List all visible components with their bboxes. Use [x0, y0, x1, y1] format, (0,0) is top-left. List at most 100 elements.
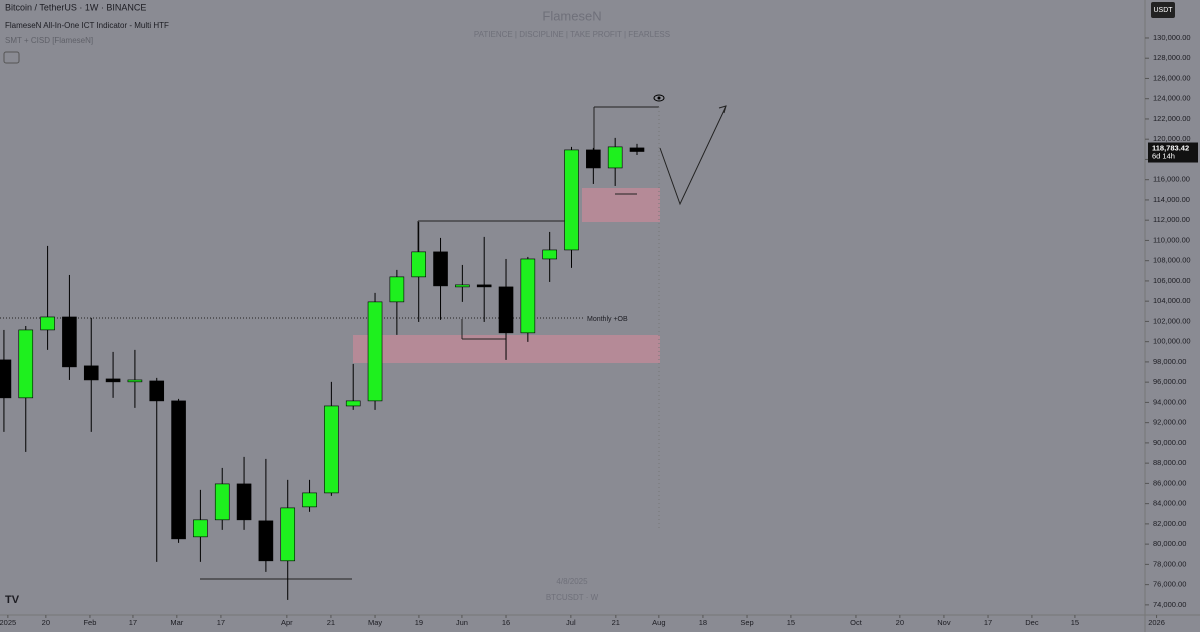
- y-tick-label: 84,000.00: [1153, 499, 1186, 508]
- currency: USDT: [1153, 7, 1173, 14]
- candle-body: [18, 329, 34, 399]
- x-tick-label: Sep: [740, 618, 753, 627]
- candle-body: [476, 284, 492, 288]
- candle-body: [411, 251, 427, 278]
- y-tick-label: 104,000.00: [1153, 296, 1191, 305]
- x-tick-label: Oct: [850, 618, 863, 627]
- annotation: Monthly +OB: [587, 316, 628, 323]
- y-tick-label: 96,000.00: [1153, 377, 1186, 386]
- candle-body: [345, 400, 361, 407]
- candle-body: [236, 483, 252, 521]
- y-tick-label: 82,000.00: [1153, 519, 1186, 528]
- price-label: 118,783.42: [1152, 143, 1189, 152]
- candle-body: [389, 276, 405, 303]
- y-tick-label: 102,000.00: [1153, 316, 1191, 325]
- candle-body: [542, 249, 557, 260]
- y-tick-label: 74,000.00: [1153, 600, 1186, 609]
- candle-body: [105, 378, 121, 383]
- candle-body: [324, 405, 339, 494]
- y-tick-label: 130,000.00: [1153, 33, 1191, 42]
- symbol: Bitcoin / TetherUS · 1W · BINANCE: [5, 2, 146, 12]
- x-tick-label: Jul: [566, 618, 576, 627]
- eye-icon[interactable]: [653, 94, 665, 102]
- x-tick-label: 2026: [1148, 618, 1165, 627]
- y-tick-label: 100,000.00: [1153, 337, 1191, 346]
- y-tick-label: 88,000.00: [1153, 458, 1186, 467]
- candle-body: [258, 520, 274, 562]
- y-tick-label: 116,000.00: [1153, 175, 1190, 184]
- candle-body: [564, 149, 579, 251]
- candle-body: [455, 284, 470, 288]
- x-tick-label: Mar: [170, 618, 183, 627]
- x-tick-label: 17: [129, 618, 137, 627]
- candle-body: [193, 519, 208, 538]
- y-tick-label: 120,000.00: [1153, 134, 1191, 143]
- candle-body: [520, 258, 536, 334]
- y-tick-label: 108,000.00: [1153, 256, 1191, 265]
- x-tick-label: 15: [787, 618, 795, 627]
- watermark-subtitle: PATIENCE | DISCIPLINE | TAKE PROFIT | FE…: [474, 30, 670, 39]
- x-tick-label: 17: [217, 618, 225, 627]
- indicator2: SMT + CISD [FlameseN]: [5, 36, 93, 45]
- x-tick-label: 16: [502, 618, 510, 627]
- projection-arrow: [659, 105, 727, 206]
- y-tick-label: 128,000.00: [1153, 53, 1191, 62]
- price-countdown: 6d 14h: [1152, 151, 1175, 160]
- y-tick-label: 110,000.00: [1153, 235, 1190, 244]
- candle-body: [171, 400, 186, 540]
- currency-button[interactable]: [1151, 2, 1175, 18]
- candle-body: [149, 380, 165, 402]
- x-tick-label: Apr: [281, 618, 293, 627]
- x-tick-label: Aug: [652, 618, 665, 627]
- y-tick-label: 86,000.00: [1153, 478, 1186, 487]
- watermark-date: 4/8/2025: [556, 577, 588, 586]
- x-tick-label: May: [368, 618, 382, 627]
- candle-body: [83, 365, 99, 381]
- y-tick-label: 80,000.00: [1153, 539, 1186, 548]
- candle-body: [40, 316, 55, 331]
- indicator: FlameseN All-In-One ICT Indicator - Mult…: [5, 21, 169, 30]
- y-tick-label: 126,000.00: [1153, 73, 1191, 82]
- y-tick-label: 106,000.00: [1153, 276, 1191, 285]
- x-tick-label: 20: [896, 618, 904, 627]
- candle-body: [302, 492, 317, 508]
- y-tick-label: 114,000.00: [1153, 195, 1190, 204]
- price-label-box: [1148, 142, 1198, 163]
- x-tick-label: 2025: [0, 618, 16, 627]
- candle-body: [498, 286, 514, 334]
- x-tick-label: 18: [699, 618, 707, 627]
- x-tick-label: 21: [327, 618, 335, 627]
- candle-body: [607, 146, 623, 169]
- x-tick-label: Jun: [456, 618, 468, 627]
- y-tick-label: 122,000.00: [1153, 114, 1191, 123]
- candle-body: [0, 359, 12, 399]
- logo: TV: [5, 594, 20, 606]
- watermark-pair: BTCUSDT · W: [546, 593, 599, 602]
- candle-body: [586, 149, 601, 169]
- order-block-zone: [582, 188, 660, 222]
- y-tick-label: 98,000.00: [1153, 357, 1186, 366]
- y-tick-label: 76,000.00: [1153, 580, 1186, 589]
- x-tick-label: 17: [984, 618, 992, 627]
- x-tick-label: Nov: [937, 618, 951, 627]
- arrow-head: [718, 105, 727, 114]
- candle-body: [280, 507, 296, 562]
- x-tick-label: 19: [415, 618, 423, 627]
- x-tick-label: 21: [612, 618, 620, 627]
- y-tick-label: 94,000.00: [1153, 397, 1186, 406]
- candle-body: [629, 147, 645, 152]
- x-tick-label: 15: [1071, 618, 1079, 627]
- y-tick-label: 90,000.00: [1153, 438, 1186, 447]
- candle-body: [433, 251, 448, 287]
- y-tick-label: 112,000.00: [1153, 215, 1190, 224]
- price-axis: [1145, 0, 1200, 632]
- candle-body: [214, 483, 230, 521]
- candle-body: [62, 316, 77, 368]
- x-tick-label: 20: [42, 618, 50, 627]
- collapse-button[interactable]: [3, 51, 20, 64]
- x-tick-label: Feb: [83, 618, 96, 627]
- x-tick-label: Dec: [1025, 618, 1039, 627]
- y-tick-label: 92,000.00: [1153, 418, 1186, 427]
- candle-body: [367, 301, 383, 402]
